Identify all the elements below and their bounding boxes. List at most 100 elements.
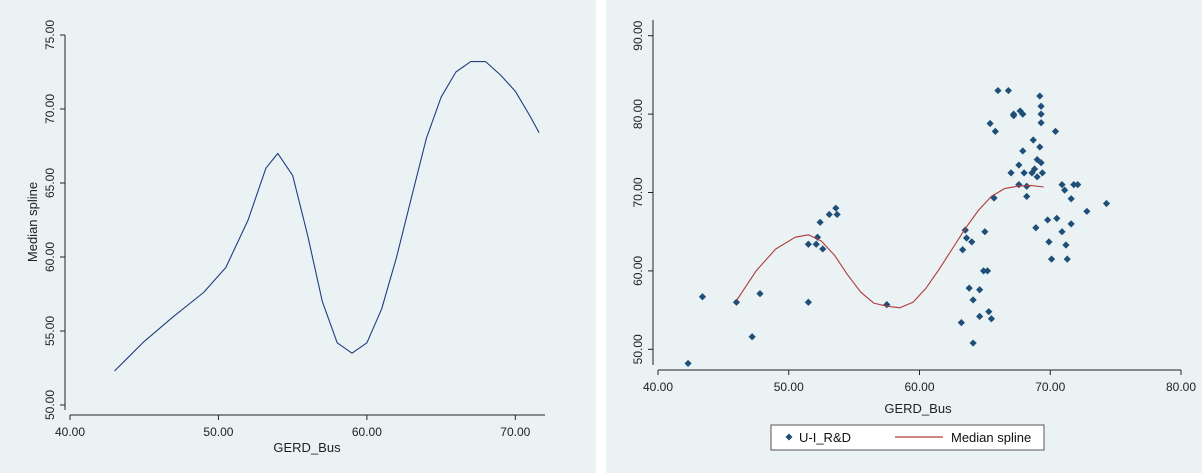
scatter-point [1010,112,1018,120]
scatter-point [816,218,824,226]
scatter-point [804,240,812,248]
x-tick-label: 50.00 [774,380,804,394]
scatter-point [812,240,820,248]
scatter-point [813,233,822,241]
y-tick-label: 60.00 [43,242,57,272]
scatter-points [684,86,1111,368]
scatter-point [976,312,984,320]
scatter-point [969,296,977,304]
scatter-point [833,210,841,219]
scatter-point [1030,165,1039,173]
scatter-point [684,359,692,368]
y-tick-label: 65.00 [43,168,57,198]
scatter-point [1007,169,1015,177]
scatter-point [976,286,984,294]
scatter-point [832,204,840,212]
scatter-point [748,333,756,341]
scatter-point [1037,102,1045,110]
scatter-point [1045,238,1053,246]
scatter-point [1067,195,1075,203]
x-ticks: 40.00 50.00 60.00 70.00 [55,415,531,439]
scatter-point [1037,110,1045,118]
scatter-point [1058,181,1066,189]
scatter-point [1058,228,1066,236]
scatter-point [987,315,996,323]
median-spline-line [735,184,1044,309]
legend-marker-diamond [785,433,793,441]
scatter-point [819,245,827,253]
legend-label-points: U-I_R&D [799,430,851,445]
scatter-point [1074,181,1082,189]
scatter-point [1051,127,1060,135]
scatter-point [968,238,976,246]
scatter-point [1037,159,1045,167]
scatter-point [1062,241,1070,249]
spline-line [114,61,540,372]
y-tick-label: 50.00 [43,390,57,420]
y-tick-label: 55.00 [43,316,57,346]
x-ticks: 40.00 50.00 60.00 70.00 80.00 [643,370,1196,394]
scatter-point [961,226,969,234]
x-tick-label: 60.00 [904,380,934,394]
scatter-point [1023,192,1031,201]
scatter-point [1015,181,1023,189]
scatter-point [1004,86,1013,95]
x-tick-label: 70.00 [500,425,530,439]
scatter-point [825,210,833,219]
chart-panel-left: 50.00 55.00 60.00 65.00 70.00 75.00 40.00 50.0… [0,0,596,473]
legend: U-I_R&D Median spline [770,424,1045,451]
y-tick-label: 50.00 [631,334,645,364]
scatter-point [991,127,999,135]
y-tick-label: 70.00 [43,94,57,124]
legend-label-line: Median spline [951,430,1031,445]
scatter-point [969,339,977,347]
chart-panel-right: 50.00 60.00 70.00 80.00 90.00 40.00 50.00 60.0… [606,0,1202,473]
y-tick-label: 90.00 [631,20,645,50]
scatter-point [1033,173,1041,181]
scatter-point [959,246,967,254]
scatter-point [983,267,992,275]
scatter-point [965,284,973,292]
scatter-point [1036,92,1044,100]
scatter-point [962,234,971,242]
scatter-point [957,319,965,327]
spline-line-group [735,184,1044,309]
scatter-point [986,119,994,128]
scatter-point [1061,186,1069,194]
scatter-point [1028,169,1036,177]
scatter-point [1019,147,1027,155]
scatter-point [994,86,1002,95]
scatter-point [1033,155,1041,164]
series-group [114,61,540,372]
scatter-point [1067,220,1075,228]
x-axis-title: GERD_Bus [273,440,341,455]
scatter-point [756,290,764,298]
scatter-point [698,293,707,301]
scatter-point [883,301,891,309]
y-tick-label: 75.00 [43,20,57,50]
scatter-point [1053,214,1061,222]
scatter-point [1020,169,1028,177]
scatter-point [1029,136,1037,144]
x-tick-label: 70.00 [1035,380,1065,394]
scatter-point [990,194,998,202]
x-tick-label: 60.00 [352,425,382,439]
y-axis-title: Median spline [25,182,40,262]
x-tick-label: 40.00 [643,380,673,394]
scatter-chart: 50.00 60.00 70.00 80.00 90.00 40.00 50.00 60.0… [631,20,1196,451]
y-ticks: 50.00 60.00 70.00 80.00 90.00 [631,20,653,364]
scatter-point [1070,181,1078,189]
scatter-point [1102,199,1111,208]
scatter-point [1032,224,1040,232]
scatter-point [1036,143,1044,151]
scatter-point [979,267,988,275]
spline-chart: 50.00 55.00 60.00 65.00 70.00 75.00 40.00 50.0… [25,20,545,455]
scatter-point [804,298,812,306]
scatter-point [1044,216,1052,224]
x-tick-label: 50.00 [203,425,233,439]
y-tick-label: 70.00 [631,177,645,207]
scatter-point [1038,169,1047,177]
x-tick-label: 40.00 [55,425,85,439]
y-tick-label: 80.00 [631,99,645,129]
scatter-point [1063,255,1071,263]
